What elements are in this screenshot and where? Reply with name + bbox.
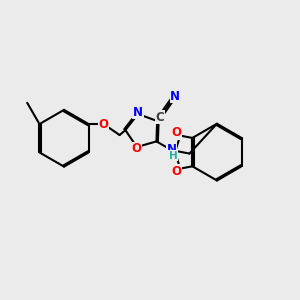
Text: N: N	[167, 143, 176, 156]
Text: O: O	[99, 118, 109, 130]
Text: H: H	[169, 151, 178, 160]
Text: O: O	[131, 142, 141, 155]
Text: N: N	[170, 90, 180, 103]
Text: O: O	[172, 165, 182, 178]
Text: N: N	[133, 106, 143, 119]
Text: O: O	[172, 126, 182, 140]
Text: C: C	[156, 111, 164, 124]
